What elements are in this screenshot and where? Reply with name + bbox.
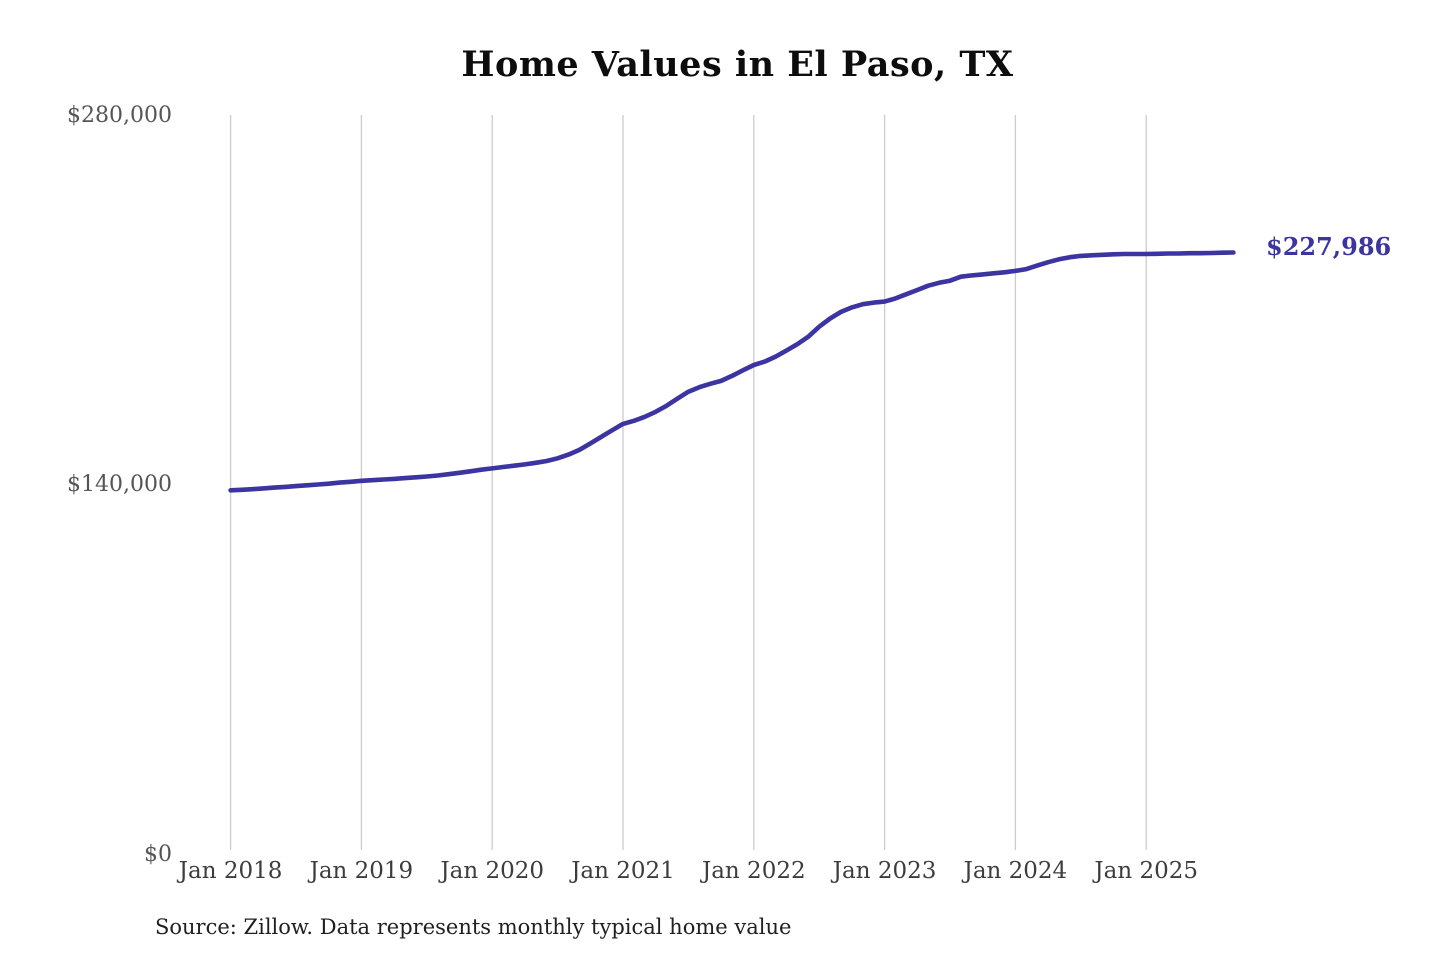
page-title: Home Values in El Paso, TX bbox=[461, 44, 1014, 85]
y-axis-label-280000: $280,000 bbox=[67, 103, 172, 128]
y-axis-label-140000: $140,000 bbox=[67, 472, 172, 497]
x-axis-label-jan-2024: Jan 2024 bbox=[963, 858, 1068, 884]
end-value-label: $227,986 bbox=[1266, 232, 1392, 261]
y-axis-label-0: $0 bbox=[144, 842, 172, 867]
x-axis-label-jan-2020: Jan 2020 bbox=[440, 858, 544, 884]
x-axis-label-jan-2023: Jan 2023 bbox=[832, 858, 937, 884]
x-axis-label-jan-2025: Jan 2025 bbox=[1094, 858, 1198, 884]
source-note: Source: Zillow. Data represents monthly … bbox=[155, 915, 792, 939]
x-axis-labels-row: Jan 2018 Jan 2019 Jan 2020 Jan 2021 Jan 2022… bbox=[0, 856, 1440, 890]
x-axis-label-jan-2018: Jan 2018 bbox=[178, 858, 283, 884]
home-value-line bbox=[228, 250, 1236, 493]
x-axis-label-jan-2021: Jan 2021 bbox=[571, 858, 675, 884]
x-axis-label-jan-2022: Jan 2022 bbox=[702, 858, 806, 884]
x-axis-label-jan-2019: Jan 2019 bbox=[309, 858, 414, 884]
